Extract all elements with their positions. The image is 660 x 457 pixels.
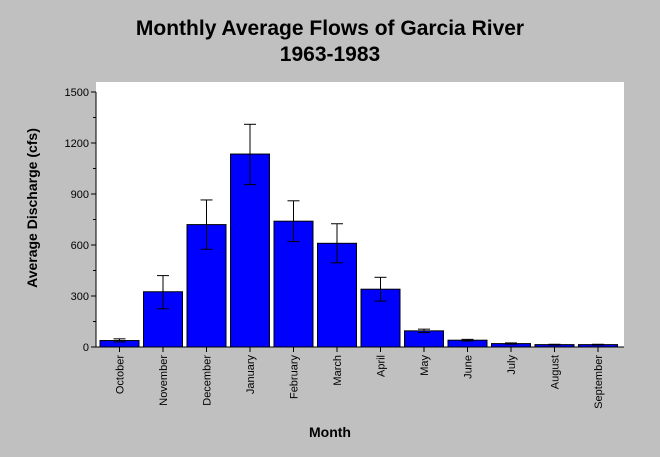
y-tick-label: 1500 <box>65 87 89 99</box>
x-axis: October November December January February Ma… <box>96 346 624 409</box>
error-bar-august <box>548 343 561 346</box>
error-bar-july <box>505 342 517 345</box>
x-tick-label: February <box>289 355 301 400</box>
x-tick-label: August <box>550 355 562 389</box>
x-axis-label: Month <box>309 424 351 440</box>
bar-january <box>230 153 270 348</box>
y-axis: 0 300 600 900 1200 1500 <box>65 87 97 354</box>
error-bar-september <box>592 343 604 346</box>
error-bars-layer <box>113 123 604 346</box>
x-tick-label: November <box>158 355 170 406</box>
x-tick-label: March <box>332 355 344 386</box>
y-tick-label: 300 <box>71 291 89 303</box>
x-tick-label: October <box>115 355 127 394</box>
y-tick-label: 600 <box>71 240 89 252</box>
x-tick-label: May <box>419 355 431 376</box>
y-tick-label: 1200 <box>65 138 89 150</box>
error-bar-april <box>374 276 387 302</box>
bar-may <box>404 330 444 348</box>
chart-title-line-2: 1963-1983 <box>279 43 381 66</box>
x-tick-label: July <box>506 355 518 375</box>
y-tick-label: 0 <box>83 342 89 354</box>
error-bar-october <box>113 338 126 343</box>
bar-february <box>273 220 314 348</box>
x-tick-label: September <box>593 355 605 409</box>
y-axis-label-text: Average Discharge (cfs) <box>24 128 40 288</box>
error-bar-february <box>287 200 300 243</box>
error-bar-january <box>244 123 256 186</box>
error-bar-november <box>157 275 169 310</box>
x-tick-label: December <box>202 355 214 406</box>
error-bar-december <box>200 199 213 250</box>
error-bar-march <box>331 223 343 264</box>
y-tick-label: 900 <box>71 189 89 201</box>
chart-title: Monthly Average Flows of Garcia River 19… <box>0 16 660 68</box>
x-tick-label: April <box>376 355 388 377</box>
error-bar-june <box>461 338 474 342</box>
error-bar-may <box>418 328 430 334</box>
x-tick-label: June <box>463 355 475 379</box>
chart-title-line-1: Monthly Average Flows of Garcia River <box>135 17 525 40</box>
plot-area <box>96 82 624 347</box>
x-tick-label: January <box>245 355 257 395</box>
